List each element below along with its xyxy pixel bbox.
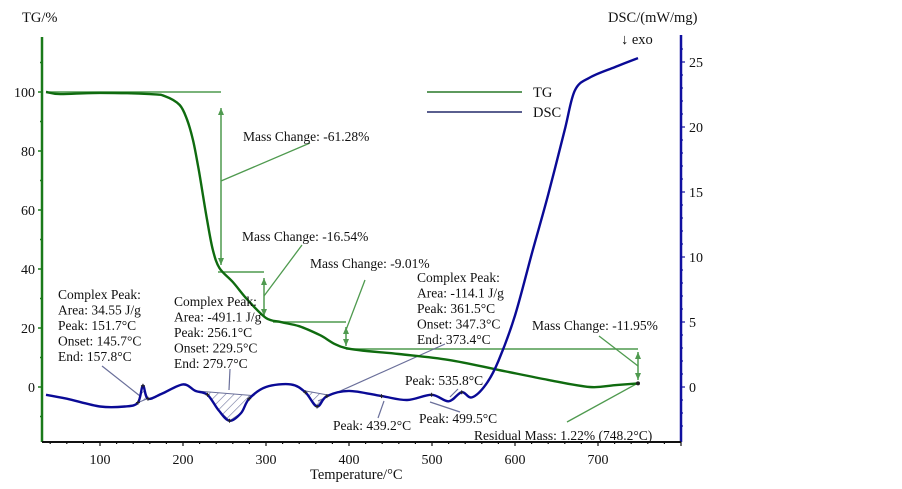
dsc-point-marker bbox=[247, 396, 252, 401]
y-right-tick-label: 15 bbox=[689, 186, 703, 201]
y-right-tick-label: 25 bbox=[689, 56, 703, 71]
peak-annotation-256: End: 279.7°C bbox=[174, 356, 248, 371]
y-left-tick-label: 0 bbox=[28, 381, 35, 396]
x-tick-label: 700 bbox=[588, 453, 609, 468]
dsc-point-marker bbox=[379, 394, 384, 399]
peak-leader bbox=[101, 365, 141, 397]
y-left-tick-label: 100 bbox=[14, 86, 35, 101]
peak-leader bbox=[377, 400, 385, 419]
peak-annotation-151: Area: 34.55 J/g bbox=[58, 303, 141, 318]
peak-annotation-439: Peak: 439.2°C bbox=[333, 418, 411, 433]
peak-annotation-151: End: 157.8°C bbox=[58, 349, 132, 364]
mass-change-leader bbox=[263, 244, 303, 297]
dsc-point-marker bbox=[429, 392, 434, 397]
peak-annotation-151: Peak: 151.7°C bbox=[58, 318, 136, 333]
x-tick-label: 500 bbox=[422, 453, 443, 468]
y-left-tick-label: 40 bbox=[21, 263, 35, 278]
dsc-point-marker bbox=[135, 400, 140, 405]
tg-series-line bbox=[45, 90, 639, 389]
arrow-head-down bbox=[635, 373, 641, 380]
dsc-point-marker bbox=[324, 394, 329, 399]
mass-change-leader bbox=[598, 335, 639, 367]
y-right-tick-label: 5 bbox=[689, 316, 696, 331]
y-right-tick-label: 0 bbox=[689, 381, 696, 396]
dsc-point-marker bbox=[140, 383, 145, 388]
residual-mass-leader bbox=[566, 382, 639, 423]
mass-change-leader bbox=[220, 142, 311, 182]
dsc-point-marker bbox=[227, 418, 232, 423]
peak-annotation-499: Peak: 499.5°C bbox=[419, 411, 497, 426]
mass-change-label-3: Mass Change: -9.01% bbox=[310, 256, 430, 271]
mass-change-label-2: Mass Change: -16.54% bbox=[242, 229, 368, 244]
dsc-point-marker bbox=[205, 392, 210, 397]
dsc-point-marker bbox=[303, 390, 308, 395]
mass-change-label-4: Mass Change: -11.95% bbox=[532, 318, 658, 333]
x-tick-label: 200 bbox=[173, 453, 194, 468]
peak-annotation-256: Onset: 229.5°C bbox=[174, 341, 257, 356]
peak-annotation-361: End: 373.4°C bbox=[417, 332, 491, 347]
x-axis-title: Temperature/°C bbox=[310, 467, 403, 483]
peak-annotation-361: Complex Peak: bbox=[417, 270, 500, 285]
x-tick-label: 300 bbox=[256, 453, 277, 468]
peak-annotation-151: Complex Peak: bbox=[58, 287, 141, 302]
y-right-axis-title: DSC/(mW/mg) bbox=[608, 10, 698, 26]
y-right-tick-label: 20 bbox=[689, 121, 703, 136]
peak-annotation-256: Peak: 256.1°C bbox=[174, 325, 252, 340]
peak-annotation-361: Onset: 347.3°C bbox=[417, 317, 500, 332]
x-tick-label: 600 bbox=[505, 453, 526, 468]
y-right-tick-label: 10 bbox=[689, 251, 703, 266]
arrow-head-up bbox=[261, 278, 267, 285]
peak-leader bbox=[449, 388, 459, 398]
arrow-head-up bbox=[218, 108, 224, 115]
dsc-point-marker bbox=[145, 396, 150, 401]
dsc-point-marker bbox=[315, 404, 320, 409]
legend-tg-label: TG bbox=[533, 85, 553, 101]
y-left-tick-label: 80 bbox=[21, 145, 35, 160]
x-tick-label: 400 bbox=[339, 453, 360, 468]
peak-annotation-151: Onset: 145.7°C bbox=[58, 334, 141, 349]
mass-change-label-1: Mass Change: -61.28% bbox=[243, 129, 369, 144]
exo-marker: ↓ exo bbox=[621, 32, 653, 48]
mass-change-leader bbox=[345, 279, 366, 331]
peak-annotation-256: Area: -491.1 J/g bbox=[174, 310, 262, 325]
peak-annotation-535: Peak: 535.8°C bbox=[405, 373, 483, 388]
y-left-tick-label: 60 bbox=[21, 204, 35, 219]
dsc-point-marker bbox=[459, 390, 464, 395]
legend-dsc-label: DSC bbox=[533, 105, 561, 121]
peak-leader bbox=[429, 401, 461, 413]
x-tick-label: 100 bbox=[90, 453, 111, 468]
peak-annotation-361: Peak: 361.5°C bbox=[417, 301, 495, 316]
legend: TG DSC bbox=[427, 85, 561, 121]
arrow-head-down bbox=[261, 309, 267, 316]
peak-annotation-361: Area: -114.1 J/g bbox=[417, 286, 504, 301]
peak-annotation-256: Complex Peak: bbox=[174, 294, 257, 309]
y-left-axis-title: TG/% bbox=[22, 10, 57, 26]
arrow-head-up bbox=[635, 352, 641, 359]
peak-leader bbox=[228, 368, 231, 391]
y-left-tick-label: 20 bbox=[21, 322, 35, 337]
arrow-head-up bbox=[343, 327, 349, 334]
arrow-head-down bbox=[343, 339, 349, 346]
arrow-head-down bbox=[218, 258, 224, 265]
residual-mass-label: Residual Mass: 1.22% (748.2°C) bbox=[474, 428, 652, 443]
tg-end-marker bbox=[636, 381, 641, 386]
